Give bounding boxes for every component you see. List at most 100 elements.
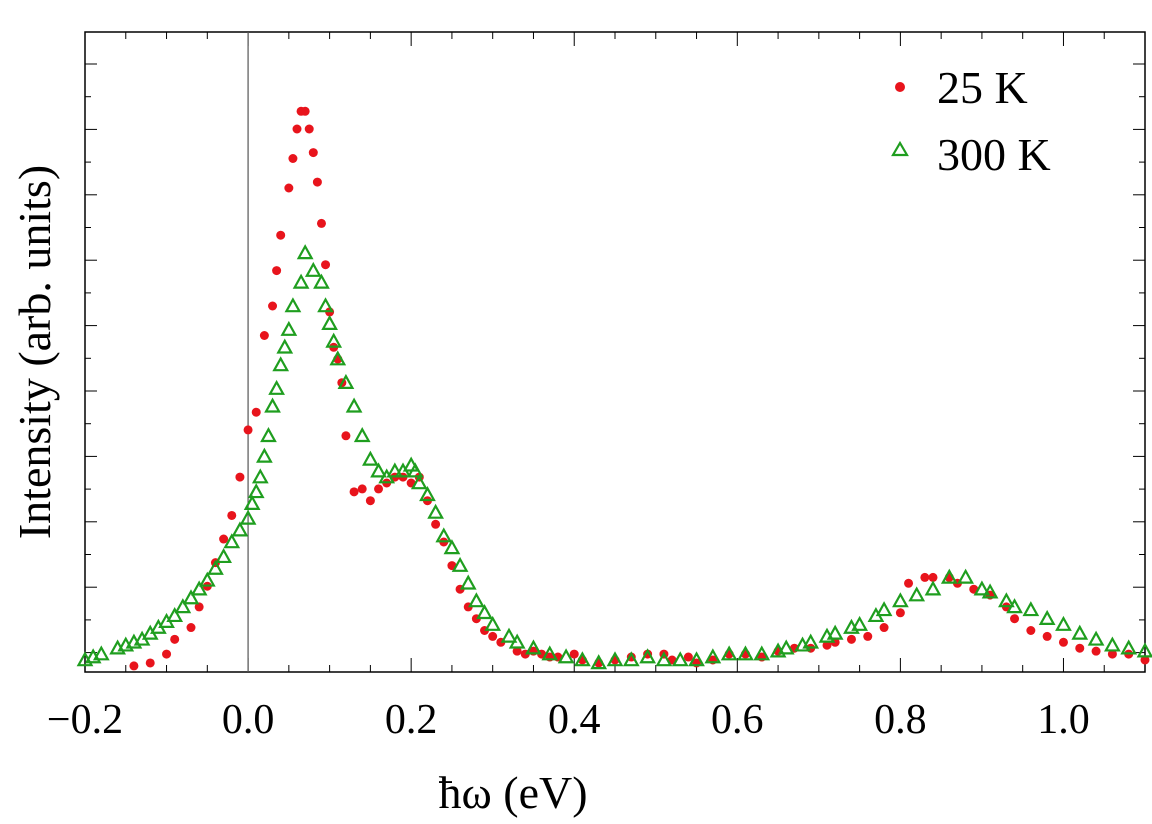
data-point-25k: [1010, 614, 1020, 624]
data-point-25k: [268, 301, 278, 311]
legend-label-300k: 300 K: [937, 129, 1051, 180]
data-point-25k: [194, 602, 204, 612]
data-point-25k: [863, 631, 873, 641]
data-point-300k: [924, 580, 942, 596]
data-point-25k: [357, 484, 367, 494]
data-point-25k: [879, 623, 889, 633]
data-point-300k: [276, 338, 294, 354]
data-point-300k: [243, 494, 261, 510]
data-point-25k: [243, 425, 253, 435]
data-point-25k: [341, 431, 351, 441]
data-point-25k: [292, 124, 302, 134]
data-point-300k: [981, 583, 999, 599]
series-25k: [129, 106, 1150, 671]
data-point-300k: [260, 427, 277, 443]
data-point-25k: [251, 407, 261, 417]
x-tick-label: 0.4: [548, 697, 601, 743]
x-tick-label: 0.0: [222, 697, 275, 743]
data-point-25k: [512, 646, 522, 656]
data-point-25k: [846, 634, 856, 644]
data-point-25k: [259, 331, 269, 340]
data-point-25k: [488, 631, 498, 641]
data-point-300k: [190, 580, 208, 596]
data-point-300k: [264, 397, 281, 413]
data-point-25k: [276, 230, 286, 240]
data-point-300k: [525, 639, 542, 655]
data-point-25k: [284, 183, 294, 193]
data-point-25k: [170, 634, 180, 644]
data-point-300k: [247, 483, 265, 499]
data-point-300k: [362, 450, 379, 466]
data-point-300k: [386, 462, 404, 478]
data-point-300k: [1022, 601, 1040, 617]
data-point-300k: [370, 462, 387, 478]
data-point-25k: [1091, 646, 1101, 656]
data-point-300k: [655, 651, 673, 667]
data-point-300k: [280, 320, 298, 336]
data-point-300k: [688, 651, 705, 667]
data-point-25k: [1075, 643, 1085, 653]
data-point-300k: [443, 539, 461, 555]
data-point-300k: [419, 486, 436, 502]
legend: 25 K 300 K: [891, 62, 1051, 180]
data-point-25k: [1140, 655, 1150, 665]
data-point-300k: [541, 645, 559, 661]
data-point-300k: [223, 533, 241, 549]
data-point-25k: [129, 661, 139, 671]
data-point-300k: [304, 261, 322, 277]
data-point-300k: [313, 273, 330, 289]
data-point-300k: [215, 547, 232, 564]
data-point-25k: [683, 652, 693, 662]
data-point-300k: [973, 580, 991, 596]
data-point-300k: [317, 297, 334, 313]
data-point-300k: [1104, 636, 1121, 652]
data-point-25k: [822, 640, 832, 650]
data-point-300k: [435, 527, 453, 543]
data-point-300k: [639, 648, 656, 664]
data-point-300k: [1120, 639, 1138, 655]
data-point-300k: [174, 598, 192, 614]
data-point-300k: [720, 645, 738, 661]
data-point-300k: [468, 592, 485, 608]
series-300k: [76, 244, 1152, 670]
data-point-25k: [145, 658, 155, 668]
plot-frame: [84, 31, 1146, 673]
data-point-300k: [1055, 615, 1072, 631]
data-point-300k: [590, 654, 608, 670]
data-point-300k: [606, 651, 624, 667]
data-point-300k: [321, 314, 338, 330]
data-point-300k: [802, 633, 820, 649]
data-point-25k: [186, 623, 196, 633]
data-point-300k: [500, 627, 518, 643]
data-point-25k: [1026, 626, 1036, 635]
data-point-300k: [292, 273, 310, 289]
data-point-300k: [1087, 630, 1105, 646]
data-point-300k: [476, 604, 493, 620]
data-point-300k: [353, 427, 371, 443]
data-point-300k: [574, 651, 591, 667]
data-point-300k: [251, 468, 269, 484]
x-tick-label: 0.6: [711, 697, 764, 743]
data-point-300k: [557, 648, 575, 664]
data-point-25k: [304, 124, 314, 134]
data-point-300k: [296, 244, 314, 260]
data-point-300k: [231, 521, 249, 537]
data-point-25k: [1058, 637, 1068, 647]
data-point-300k: [998, 592, 1015, 608]
x-tick-label: 0.2: [385, 697, 438, 743]
data-point-300k: [410, 474, 428, 490]
data-point-25k: [928, 572, 938, 582]
data-point-25k: [365, 496, 375, 506]
data-point-300k: [325, 332, 343, 348]
data-point-300k: [1071, 624, 1089, 640]
data-point-300k: [329, 350, 347, 366]
data-point-300k: [622, 651, 640, 667]
data-point-300k: [704, 648, 722, 664]
tick-marks: [84, 32, 1146, 672]
data-point-25k: [1107, 649, 1117, 659]
data-point-25k: [374, 484, 384, 494]
data-point-300k: [1038, 609, 1056, 626]
x-tick-labels: −0.2 0.0 0.2 0.4 0.6 0.8 1.0: [47, 697, 1090, 743]
y-axis-title: Intensity (arb. units): [9, 165, 60, 539]
